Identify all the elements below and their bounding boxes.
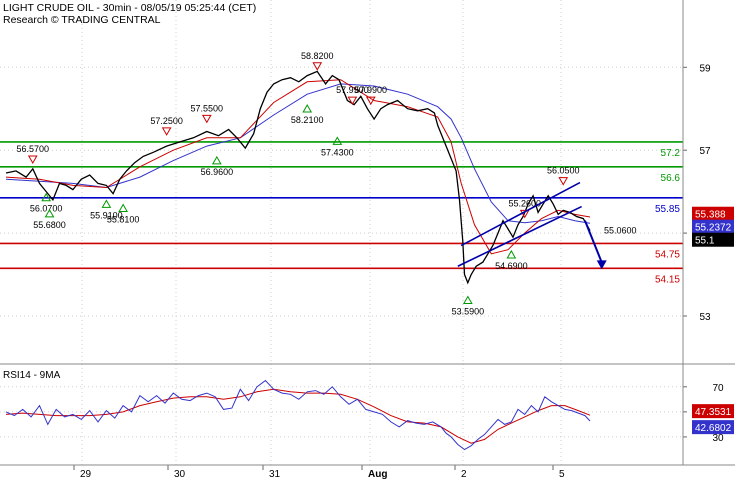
- swing-low-marker: [118, 203, 128, 213]
- rsi-line: [5, 379, 591, 451]
- rsi-last-badge-box: [692, 404, 734, 419]
- forecast-arrow-head: [596, 260, 607, 270]
- time-tick-label: 30: [174, 469, 186, 480]
- swing-high-marker: [519, 209, 530, 219]
- swing-low-label: 55.6800: [33, 220, 66, 230]
- level-label-resistance: 56.6: [661, 173, 681, 184]
- chart-subtitle: Research © TRADING CENTRAL: [3, 14, 161, 26]
- swing-low-label: 56.9600: [201, 167, 234, 177]
- price-last-badge-box: [692, 219, 734, 234]
- price-grid: [0, 0, 683, 465]
- swing-low-label: 55.8100: [107, 215, 140, 225]
- chart-title: LIGHT CRUDE OIL - 30min - 08/05/19 05:25…: [3, 2, 256, 14]
- swing-low-label: 54.6900: [495, 261, 528, 271]
- time-tick-label: 31: [269, 469, 281, 480]
- swing-low-marker: [211, 155, 222, 165]
- channel-line-lower: [457, 205, 582, 267]
- swing-high-label: 58.8200: [301, 51, 334, 61]
- swing-high-label: 56.5700: [17, 144, 50, 154]
- time-tick-label: 2: [461, 469, 467, 480]
- swing-high-label: 55.2600: [508, 198, 541, 208]
- swing-high-label: 57.5500: [191, 103, 224, 113]
- swing-low-marker: [332, 136, 343, 145]
- price-tick-label: 53: [699, 312, 711, 323]
- forecast-arrow: [584, 220, 607, 270]
- price-last-badge-label: 55.1: [695, 236, 715, 247]
- swing-low-label: 57.4300: [321, 147, 354, 157]
- swing-high-marker: [312, 62, 323, 71]
- swing-low-label: 58.2100: [291, 115, 324, 125]
- price-last-badge-label: 55.388: [695, 210, 726, 221]
- price-annotations: 58.8200 58.2100 56.5700 56.0700 55.6800 55.91…: [17, 51, 637, 317]
- last-value-badges: 55.388 55.2372 55.1 47.3531 42.6802: [692, 206, 734, 435]
- rsi-last-badge-label: 42.6802: [695, 423, 732, 434]
- swing-low-marker: [41, 192, 52, 202]
- swing-low-marker: [462, 295, 473, 305]
- swing-high-marker: [365, 96, 376, 106]
- price-last-badge-label: 55.2372: [695, 223, 732, 234]
- oscillator-tick-label: 30: [712, 433, 724, 444]
- swing-low-marker: [506, 249, 517, 259]
- x-axis: 29 30 31 Aug 2 5: [73, 465, 565, 480]
- swing-high-marker: [201, 114, 212, 124]
- rsi-last-badge-label: 47.3531: [695, 407, 732, 418]
- rising-channel: [457, 181, 582, 267]
- swing-high-marker: [27, 155, 38, 165]
- time-tick-label: 5: [559, 469, 565, 480]
- swing-low-marker: [44, 208, 55, 218]
- time-tick-label: Aug: [368, 469, 387, 480]
- swing-low-label: 55.9100: [90, 210, 123, 220]
- forecast-arrow-shaft: [584, 220, 603, 263]
- price-tick-label: 57: [699, 146, 711, 157]
- swing-high-label: 57.9900: [336, 85, 369, 95]
- price-last-badge-box: [692, 206, 734, 221]
- swing-high-marker: [558, 177, 569, 186]
- swing-low-label: 56.0700: [30, 204, 63, 214]
- price-lines: [5, 70, 591, 285]
- swing-high-label: 57.9900: [355, 85, 388, 95]
- level-label-support: 54.75: [655, 249, 680, 260]
- horizontal-levels: 57.2 56.6 55.85 54.75 54.15: [0, 141, 683, 285]
- price-last-badge-box: [692, 232, 734, 247]
- level-label-support: 54.15: [655, 274, 680, 285]
- swing-high-marker: [347, 96, 358, 106]
- ma-slow-line: [5, 83, 591, 224]
- swing-low-label: 53.5900: [452, 307, 485, 317]
- rsi-ma-line: [5, 388, 591, 444]
- oscillator-title: RSI14 - 9MA: [3, 370, 61, 381]
- level-label-resistance: 57.2: [661, 148, 681, 159]
- swing-high-label: 57.2500: [150, 116, 183, 126]
- swing-low-marker: [302, 104, 313, 113]
- oscillator-lines: [5, 379, 591, 451]
- rsi-last-badge-box: [692, 420, 734, 435]
- swing-high-marker: [161, 127, 172, 136]
- level-label-pivot: 55.85: [655, 204, 680, 215]
- time-tick-label: 29: [80, 469, 92, 480]
- swing-high-label: 56.0500: [547, 166, 580, 176]
- channel-line-upper: [460, 181, 581, 247]
- swing-low-marker: [101, 199, 112, 208]
- last-price-label: 55.0600: [604, 226, 637, 236]
- oscillator-tick-label: 70: [712, 383, 724, 394]
- price-tick-label: 59: [699, 63, 711, 74]
- price-line: [5, 70, 591, 285]
